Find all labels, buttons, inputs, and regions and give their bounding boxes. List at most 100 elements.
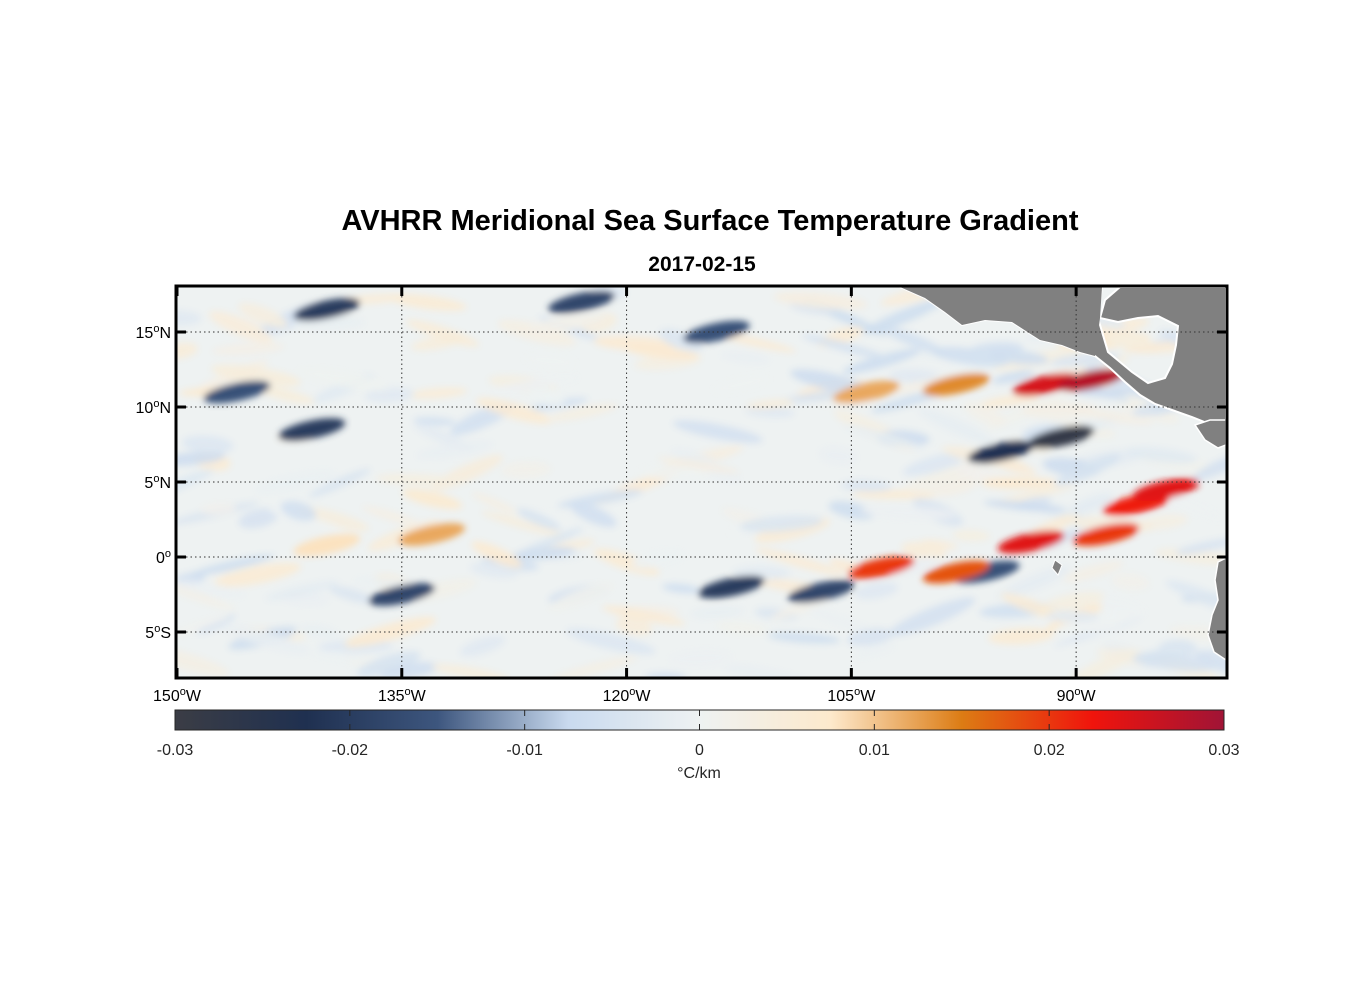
field-texture [356,651,421,677]
field-texture [920,539,958,550]
field-texture [344,616,437,648]
field-texture [177,451,226,466]
field-texture [310,650,369,662]
field-texture [991,484,1075,506]
field-texture [770,596,830,620]
field-texture [712,374,771,394]
field-texture [190,554,275,576]
colorbar: -0.03 -0.02 -0.01 0 0.01 0.02 0.03 °C/km [157,709,1240,782]
field-feature [1072,523,1140,546]
lat-tick-label: 5oS [145,623,171,642]
field-texture [992,370,1034,384]
field-texture [388,293,467,311]
field-texture [1067,493,1114,516]
field-texture [280,500,317,522]
south-america-coast [1207,557,1226,661]
latitude-labels: 15oN 10oN 5oN 0o 5oS [136,323,171,642]
field-texture [416,441,493,459]
field-texture [256,470,336,493]
colorbar-tick-label: 0.03 [1208,742,1239,759]
field-feature [203,380,271,404]
field-texture [353,578,416,588]
field-texture [1192,451,1226,481]
colorbar-tick-label: -0.01 [506,742,543,759]
field-texture [471,492,518,514]
field-feature [278,418,346,441]
field-texture [1125,447,1197,464]
field-texture [993,459,1037,475]
field-texture [308,468,371,498]
field-texture [362,506,429,529]
field-feature [922,560,990,584]
field-texture [673,420,763,444]
field-feature [848,556,915,579]
field-texture [509,547,576,561]
field-feature [683,320,750,344]
field-texture [1131,652,1219,672]
lon-tick-label: 90oW [1057,686,1097,705]
field-texture [1063,561,1124,582]
field-texture [1069,649,1139,677]
field-texture [739,515,824,533]
colorbar-tick-label: -0.02 [332,742,369,759]
lon-tick-label: 150oW [153,686,202,705]
field-texture [690,606,744,619]
field-texture [1001,593,1061,619]
field-texture [407,387,468,399]
field-texture [177,580,236,611]
field-texture [209,311,273,343]
colorbar-tick-label: -0.03 [157,742,194,759]
lon-tick-label: 120oW [603,686,652,705]
longitude-labels: 150oW 135oW 120oW 105oW 90oW [153,686,1097,705]
colorbar-unit-label: °C/km [677,765,721,782]
field-feature [398,523,466,546]
field-texture [497,319,576,346]
figure-subtitle: 2017-02-15 [648,253,756,276]
field-texture [459,635,506,657]
field-texture [929,476,980,497]
field-texture [997,566,1071,600]
field-texture [860,506,956,520]
field-texture [842,349,920,374]
field-feature [833,380,900,404]
field-texture [238,508,279,529]
field-texture [745,406,795,418]
field-texture [1022,402,1097,419]
field-feature [997,530,1065,554]
field-texture [1055,610,1142,634]
map-ticks [175,287,1226,677]
field-texture [624,345,700,360]
lon-tick-label: 105oW [827,686,876,705]
colorbar-tick-label: 0.01 [859,742,890,759]
colorbar-tick-label: 0.02 [1034,742,1065,759]
colorbar-tick-label: 0 [695,742,704,759]
field-texture [806,607,874,635]
field-texture [1165,580,1226,616]
field-texture [376,473,464,487]
field-texture [657,456,740,474]
field-feature [922,373,990,396]
field-texture [221,624,310,654]
field-texture [523,353,576,369]
field-texture [658,328,703,352]
field-texture [1175,538,1226,555]
field-texture [862,299,944,335]
map-frame [174,284,1229,680]
field-texture [476,397,552,424]
field-texture [211,364,301,387]
lat-tick-label: 10oN [136,398,171,417]
field-texture [214,562,302,587]
lat-tick-label: 5oN [144,473,171,492]
field-texture [853,643,895,658]
field-texture [566,628,656,655]
field-texture [767,632,841,644]
field-texture [637,464,710,480]
field-texture [854,582,899,600]
field-feature [1027,425,1095,449]
field-texture [717,621,768,635]
field-texture [402,488,463,510]
field-texture [297,367,388,391]
field-texture [846,628,894,646]
field-texture [983,500,1066,513]
